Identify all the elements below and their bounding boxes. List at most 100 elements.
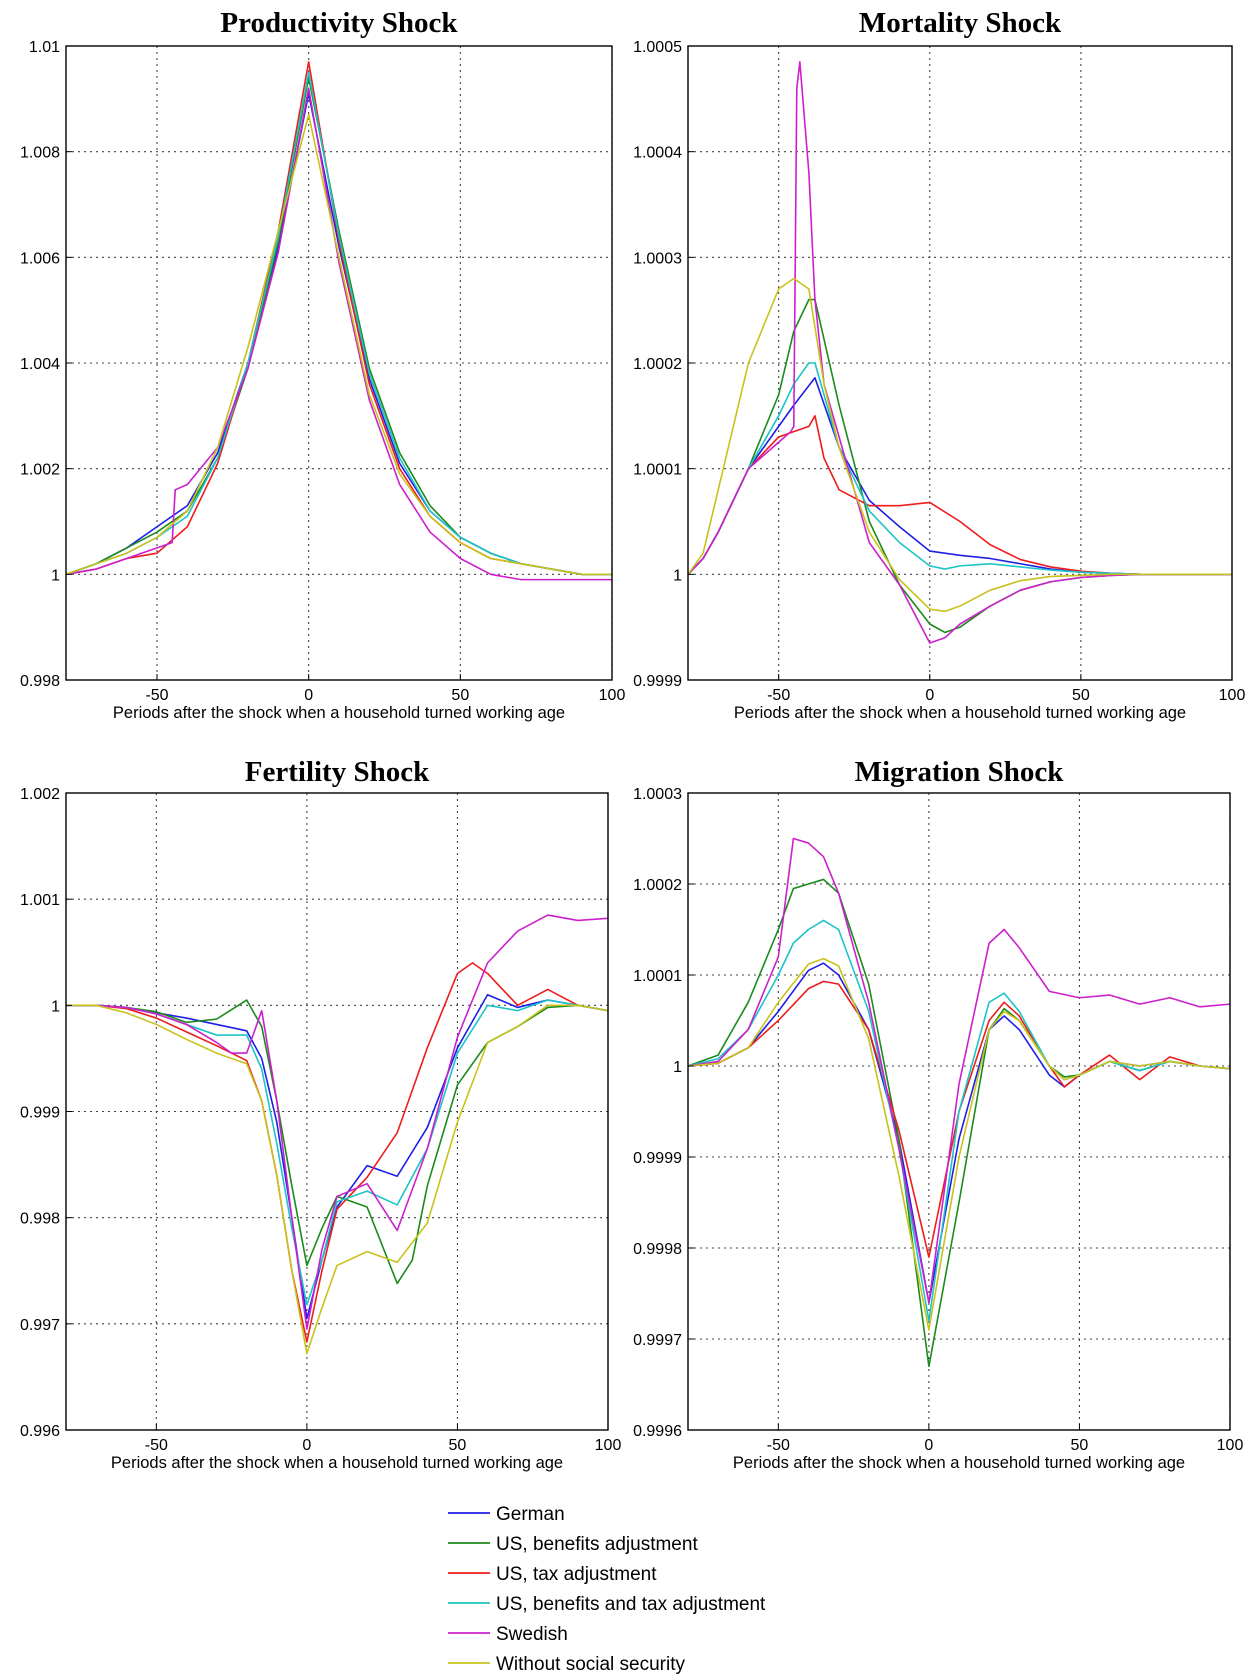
- series-line-without-social-security: [66, 113, 612, 576]
- y-tick-label: 1.001: [20, 892, 60, 909]
- series-line-us-benefits-and-tax-adjustment: [66, 71, 612, 576]
- x-axis-label: Periods after the shock when a household…: [113, 704, 565, 722]
- x-tick-label: -50: [145, 687, 168, 704]
- y-tick-label: 1.0002: [633, 877, 682, 894]
- x-tick-label: -50: [145, 1437, 168, 1454]
- y-tick-label: 0.9996: [633, 1423, 682, 1440]
- legend-item-us-tax-adjustment: US, tax adjustment: [448, 1564, 657, 1585]
- y-tick-label: 0.999: [20, 1105, 60, 1122]
- series-line-us-tax-adjustment: [66, 962, 608, 1343]
- y-tick-label: 1: [673, 567, 682, 584]
- y-tick-label: 0.9999: [633, 1150, 682, 1167]
- y-tick-label: 0.998: [20, 673, 60, 690]
- legend-item-swedish: Swedish: [448, 1624, 568, 1645]
- chart-title: Mortality Shock: [859, 7, 1062, 39]
- y-tick-label: 1.0003: [633, 786, 682, 803]
- series-line-us-benefits-adjustment: [66, 999, 608, 1285]
- series-line-us-benefits-adjustment: [688, 878, 1230, 1368]
- x-tick-label: 0: [304, 687, 313, 704]
- y-tick-label: 0.998: [20, 1211, 60, 1228]
- series-line-swedish: [66, 914, 608, 1330]
- series-line-us-benefits-adjustment: [66, 76, 612, 576]
- legend-label: US, tax adjustment: [496, 1564, 657, 1585]
- x-tick-label: 0: [925, 687, 934, 704]
- y-tick-label: 1.002: [20, 462, 60, 479]
- series-group: [66, 914, 608, 1355]
- series-line-without-social-security: [688, 957, 1230, 1331]
- y-tick-label: 1: [51, 567, 60, 584]
- y-tick-label: 1.0002: [633, 356, 682, 373]
- legend: German US, benefits adjustment US, tax adj…: [448, 1504, 766, 1675]
- series-line-us-benefits-and-tax-adjustment: [66, 999, 608, 1306]
- series-line-us-benefits-and-tax-adjustment: [688, 919, 1230, 1322]
- y-tick-label: 0.997: [20, 1317, 60, 1334]
- x-tick-label: -50: [767, 1437, 790, 1454]
- x-tick-label: 50: [1072, 687, 1090, 704]
- chart-productivity-shock: Productivity Shock -50 0 50 100 0.998 1 1.002 1.…: [20, 7, 625, 722]
- y-tick-label: 1.004: [20, 356, 60, 373]
- y-tick-label: 1.0005: [633, 39, 682, 56]
- series-line-us-tax-adjustment: [688, 980, 1230, 1258]
- series-line-german: [66, 92, 612, 576]
- x-tick-label: 0: [924, 1437, 933, 1454]
- chart-mortality-shock: Mortality Shock -50 0 50 100 0.9999 1 1.0001 1.0…: [633, 7, 1245, 722]
- y-tick-label: 1.0001: [633, 968, 682, 985]
- y-tick-label: 1: [51, 998, 60, 1015]
- y-tick-label: 0.996: [20, 1423, 60, 1440]
- chart-fertility-shock: Fertility Shock -50 0 50 100 0.996 0.997 0.998 0…: [20, 756, 621, 1472]
- y-tick-label: 1.01: [29, 39, 60, 56]
- x-tick-label: 50: [449, 1437, 467, 1454]
- x-axis-label: Periods after the shock when a household…: [111, 1454, 563, 1472]
- y-tick-label: 1.0001: [633, 462, 682, 479]
- chart-title: Fertility Shock: [245, 756, 430, 788]
- y-tick-label: 0.9997: [633, 1332, 682, 1349]
- x-tick-label: 0: [302, 1437, 311, 1454]
- legend-label: US, benefits and tax adjustment: [496, 1594, 766, 1615]
- series-group: [688, 61, 1232, 644]
- y-tick-label: 1.002: [20, 786, 60, 803]
- series-line-german: [688, 376, 1232, 576]
- series-group: [688, 837, 1230, 1368]
- plot-frame: [65, 45, 613, 681]
- series-group: [66, 61, 612, 581]
- series-line-without-social-security: [688, 277, 1232, 613]
- legend-label: US, benefits adjustment: [496, 1534, 698, 1555]
- chart-title: Migration Shock: [855, 756, 1065, 788]
- series-line-german: [66, 993, 608, 1320]
- panels: Productivity Shock-50 0 50 1000.99811.0021.…: [20, 7, 1245, 1472]
- x-axis-label: Periods after the shock when a household…: [733, 1454, 1185, 1472]
- plot-frame: [687, 792, 1231, 1431]
- y-tick-label: 1.0004: [633, 145, 682, 162]
- x-tick-label: 100: [1219, 687, 1246, 704]
- x-tick-label: 100: [599, 687, 626, 704]
- legend-item-german: German: [448, 1504, 565, 1525]
- series-line-us-tax-adjustment: [66, 61, 612, 576]
- legend-item-without-social-security: Without social security: [448, 1654, 686, 1675]
- x-axis-label: Periods after the shock when a household…: [734, 704, 1186, 722]
- series-line-without-social-security: [66, 1004, 608, 1355]
- legend-label: German: [496, 1504, 565, 1525]
- series-line-german: [688, 962, 1230, 1304]
- y-tick-label: 1.008: [20, 145, 60, 162]
- series-line-swedish: [688, 61, 1232, 644]
- legend-label: Swedish: [496, 1624, 568, 1645]
- y-tick-label: 1.006: [20, 250, 60, 267]
- series-line-swedish: [688, 837, 1230, 1304]
- legend-item-us-benefits-and-tax-adjustment: US, benefits and tax adjustment: [448, 1594, 766, 1615]
- legend-item-us-benefits-adjustment: US, benefits adjustment: [448, 1534, 698, 1555]
- y-tick-label: 0.9999: [633, 673, 682, 690]
- y-tick-label: 1.0003: [633, 250, 682, 267]
- y-tick-label: 0.9998: [633, 1241, 682, 1258]
- x-tick-label: -50: [767, 687, 790, 704]
- series-line-swedish: [66, 87, 612, 581]
- x-tick-label: 50: [1071, 1437, 1089, 1454]
- x-tick-label: 100: [1217, 1437, 1244, 1454]
- chart-title: Productivity Shock: [220, 7, 458, 39]
- y-tick-label: 1: [673, 1059, 682, 1076]
- legend-label: Without social security: [496, 1654, 686, 1675]
- series-line-us-benefits-adjustment: [688, 298, 1232, 634]
- x-tick-label: 50: [451, 687, 469, 704]
- chart-migration-shock: Migration Shock -50 0 50 100 0.9996 0.9997 0.99…: [633, 756, 1243, 1472]
- x-tick-label: 100: [595, 1437, 622, 1454]
